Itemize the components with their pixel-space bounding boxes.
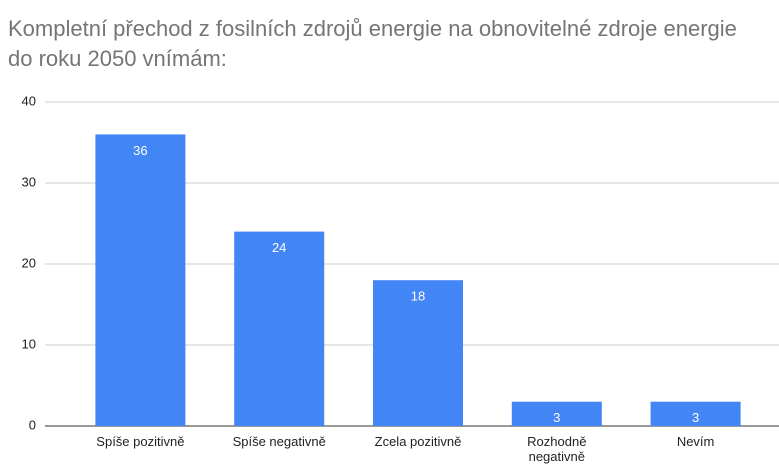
bar [511, 401, 602, 426]
bar [650, 401, 741, 426]
y-tick-label: 40 [22, 93, 36, 108]
x-tick-label: Spíše negativně [232, 434, 326, 449]
x-tick-label: Nevím [676, 434, 715, 449]
chart-title: Kompletní přechod z fosilních zdrojů ene… [8, 16, 737, 71]
bar [234, 231, 325, 426]
y-tick-label: 30 [22, 174, 36, 189]
x-tick-label: Zcela pozitivně [374, 434, 462, 449]
data-label: 24 [272, 240, 286, 255]
y-tick-label: 0 [29, 417, 36, 432]
x-tick-label: Spíše pozitivně [96, 434, 185, 449]
data-label: 18 [411, 289, 425, 304]
y-tick-label: 10 [22, 336, 36, 351]
data-label: 3 [553, 410, 560, 425]
data-label: 3 [692, 410, 699, 425]
y-tick-label: 20 [22, 255, 36, 270]
bar [95, 134, 186, 426]
bar [373, 280, 463, 426]
data-label: 36 [133, 143, 147, 158]
x-tick-label: Rozhodně negativně [527, 434, 587, 464]
